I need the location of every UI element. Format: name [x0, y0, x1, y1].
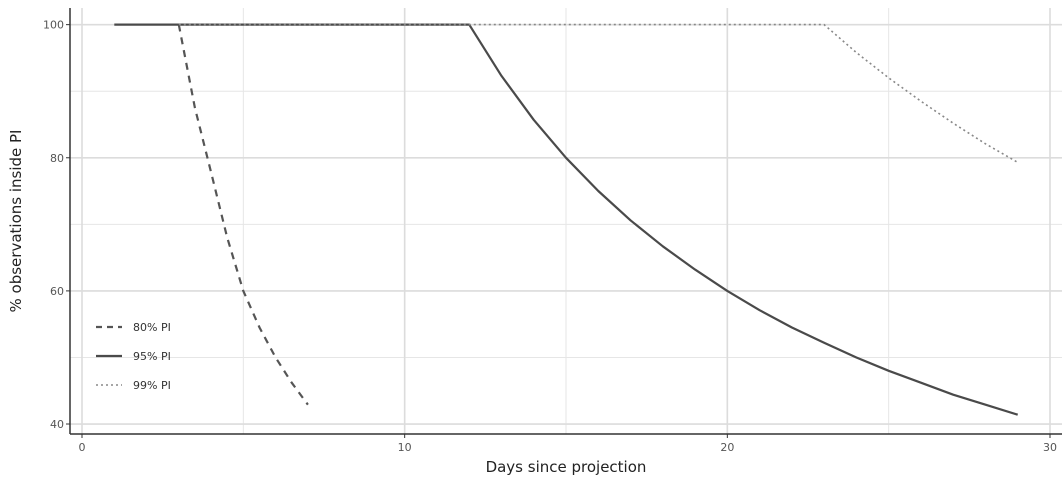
- y-axis-title: % observations inside PI: [7, 130, 25, 313]
- y-tick-label: 60: [50, 285, 64, 298]
- y-tick-label: 40: [50, 418, 64, 431]
- legend-label: 99% PI: [133, 379, 171, 392]
- axes: [69, 8, 1062, 435]
- y-tick-label: 100: [43, 19, 64, 32]
- x-tick-label: 30: [1043, 441, 1057, 454]
- y-tick-labels: 40 60 80 100: [43, 19, 70, 431]
- x-tick-label: 0: [79, 441, 86, 454]
- series-line-80-pi: [177, 24, 309, 406]
- legend: 80% PI 95% PI 99% PI: [96, 321, 171, 392]
- y-tick-label: 80: [50, 152, 64, 165]
- x-tick-label: 10: [398, 441, 412, 454]
- series-line-99-pi: [178, 23, 1019, 164]
- x-tick-label: 20: [720, 441, 734, 454]
- series-lines: [114, 23, 1019, 416]
- x-axis-title: Days since projection: [486, 458, 647, 476]
- legend-label: 95% PI: [133, 350, 171, 363]
- legend-label: 80% PI: [133, 321, 171, 334]
- series-line-95-pi: [114, 23, 1019, 416]
- grid-lines: [70, 8, 1062, 434]
- x-tick-labels: 0 10 20 30: [79, 434, 1057, 454]
